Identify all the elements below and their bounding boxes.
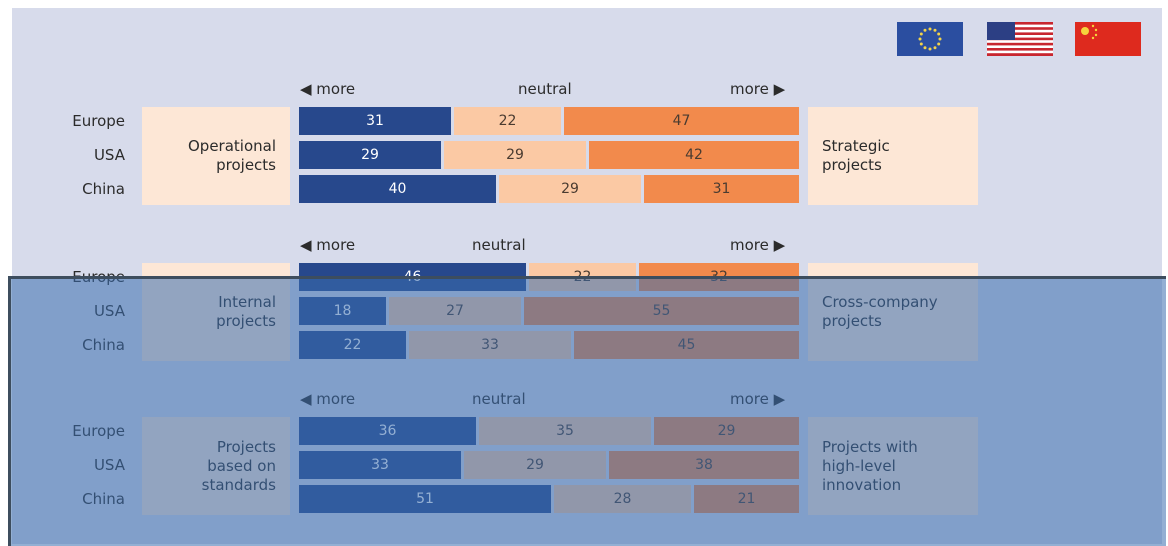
left-category-box: Internal projects: [142, 263, 290, 361]
bar-segment: 22: [529, 263, 636, 291]
country-label: USA: [93, 456, 125, 474]
axis-right-label: more ▶: [730, 390, 786, 408]
stacked-bar: 51 28 21: [299, 485, 799, 513]
bar-segment: 33: [299, 451, 461, 479]
country-label: Europe: [72, 422, 125, 440]
bar-segment: 32: [639, 263, 799, 291]
left-category-label: Internal projects: [216, 293, 276, 330]
right-category-box: Projects with high-level innovation: [808, 417, 978, 515]
left-category-label: Projects based on standards: [201, 437, 276, 494]
bar-segment: 36: [299, 417, 476, 445]
bar-segment: 18: [299, 297, 386, 325]
eu-flag-icon: [897, 22, 963, 56]
axis-left-label: ◀ more: [300, 236, 356, 254]
bar-segment: 38: [609, 451, 799, 479]
bar-segment: 29: [444, 141, 586, 169]
bar-segment: 28: [554, 485, 691, 513]
bar-segment: 46: [299, 263, 526, 291]
axis-neutral-label: neutral: [472, 236, 526, 254]
stacked-bar: 46 22 32: [299, 263, 799, 291]
right-category-label: Projects with high-level innovation: [822, 437, 918, 494]
axis-right-label: more ▶: [730, 236, 786, 254]
axis-right-label: more ▶: [730, 80, 786, 98]
bar-segment: 47: [564, 107, 799, 135]
axis-left-label: ◀ more: [300, 80, 356, 98]
country-label: Europe: [72, 268, 125, 286]
left-category-label: Operational projects: [187, 137, 276, 174]
bar-segment: 22: [299, 331, 406, 359]
stacked-bar: 22 33 45: [299, 331, 799, 359]
bar-segment: 40: [299, 175, 496, 203]
country-label: China: [82, 180, 125, 198]
stacked-bar: 33 29 38: [299, 451, 799, 479]
axis-neutral-label: neutral: [472, 390, 526, 408]
right-category-label: Strategic projects: [822, 137, 890, 174]
bar-segment: 31: [644, 175, 799, 203]
right-category-label: Cross-company projects: [822, 293, 938, 330]
stacked-bar: 40 29 31: [299, 175, 799, 203]
bar-segment: 29: [464, 451, 606, 479]
china-flag-icon: [1075, 22, 1141, 56]
bar-segment: 35: [479, 417, 651, 445]
bar-segment: 33: [409, 331, 571, 359]
right-category-box: Strategic projects: [808, 107, 978, 205]
bar-segment: 27: [389, 297, 521, 325]
bar-segment: 29: [654, 417, 799, 445]
axis-left-label: ◀ more: [300, 390, 356, 408]
axis-neutral-label: neutral: [518, 80, 572, 98]
bar-segment: 55: [524, 297, 799, 325]
country-label: USA: [93, 302, 125, 320]
stacked-bar: 18 27 55: [299, 297, 799, 325]
bar-segment: 45: [574, 331, 799, 359]
country-label: USA: [93, 146, 125, 164]
bar-segment: 29: [499, 175, 641, 203]
country-label: China: [82, 490, 125, 508]
stacked-bar: 29 29 42: [299, 141, 799, 169]
bar-segment: 29: [299, 141, 441, 169]
bar-segment: 21: [694, 485, 799, 513]
us-flag-icon: [987, 22, 1053, 56]
bar-segment: 42: [589, 141, 799, 169]
bar-segment: 22: [454, 107, 561, 135]
country-label: China: [82, 336, 125, 354]
right-category-box: Cross-company projects: [808, 263, 978, 361]
stacked-bar: 31 22 47: [299, 107, 799, 135]
bar-segment: 51: [299, 485, 551, 513]
country-label: Europe: [72, 112, 125, 130]
stacked-bar: 36 35 29: [299, 417, 799, 445]
bar-segment: 31: [299, 107, 451, 135]
left-category-box: Projects based on standards: [142, 417, 290, 515]
left-category-box: Operational projects: [142, 107, 290, 205]
